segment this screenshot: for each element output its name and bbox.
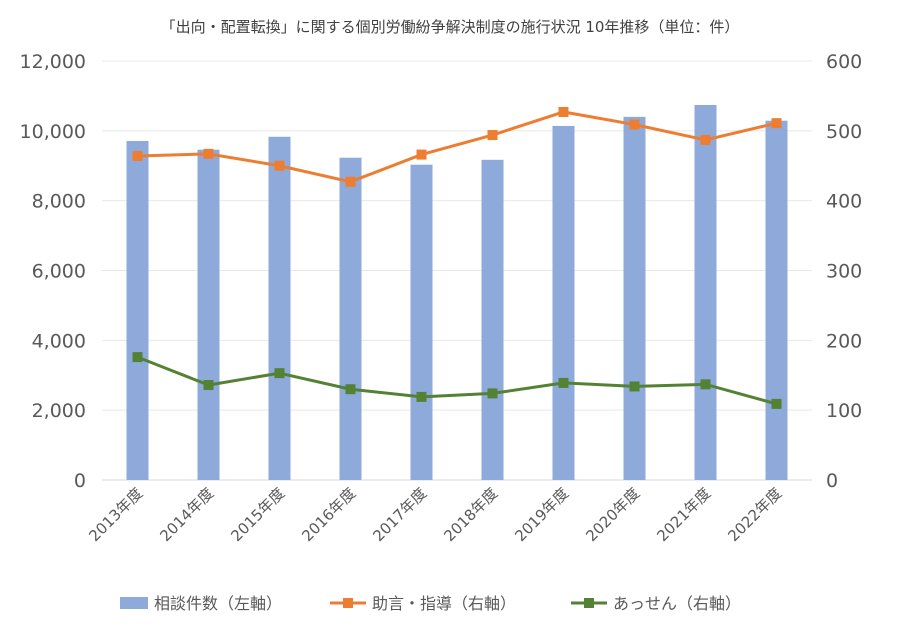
x-tick-label: 2016年度 xyxy=(298,484,359,545)
data-point xyxy=(132,150,143,161)
legend-label: 助言・指導（右軸） xyxy=(372,594,516,613)
x-tick-label: 2017年度 xyxy=(369,484,430,545)
x-tick-label: 2013年度 xyxy=(85,484,146,545)
bar xyxy=(694,104,717,481)
right-tick-label: 400 xyxy=(826,191,862,213)
bar xyxy=(765,120,788,481)
bar xyxy=(481,159,504,481)
bar xyxy=(197,149,220,480)
left-tick-label: 8,000 xyxy=(32,191,86,213)
right-tick-label: 100 xyxy=(826,400,862,422)
bar xyxy=(552,125,575,480)
right-tick-label: 600 xyxy=(826,51,862,73)
data-point xyxy=(771,118,782,129)
bar xyxy=(339,157,362,480)
right-tick-label: 500 xyxy=(826,121,862,143)
data-point xyxy=(700,134,711,145)
legend-label: 相談件数（左軸） xyxy=(154,594,282,613)
x-tick-label: 2014年度 xyxy=(156,484,217,545)
x-tick-label: 2018年度 xyxy=(440,484,501,545)
series-line xyxy=(136,355,777,406)
right-tick-label: 0 xyxy=(826,470,838,492)
bar xyxy=(623,116,646,480)
legend-swatch xyxy=(120,597,148,609)
left-tick-label: 2,000 xyxy=(32,400,86,422)
x-tick-label: 2022年度 xyxy=(724,484,785,545)
data-point xyxy=(700,379,711,390)
left-tick-label: 12,000 xyxy=(20,51,86,73)
left-tick-label: 6,000 xyxy=(32,261,86,283)
x-tick-label: 2021年度 xyxy=(653,484,714,545)
data-point xyxy=(487,130,498,141)
data-point xyxy=(771,398,782,409)
data-point xyxy=(203,380,214,391)
data-point xyxy=(416,149,427,160)
data-point xyxy=(558,377,569,388)
data-point xyxy=(558,106,569,117)
chart-title: 「出向・配置転換」に関する個別労働紛争解決制度の施行状況 10年推移（単位：件） xyxy=(161,18,740,36)
data-point xyxy=(629,119,640,130)
x-tick-label: 2020年度 xyxy=(582,484,643,545)
x-tick-label: 2015年度 xyxy=(227,484,288,545)
data-point xyxy=(416,391,427,402)
data-point xyxy=(345,384,356,395)
data-point xyxy=(274,160,285,171)
data-point xyxy=(629,381,640,392)
series-line xyxy=(137,110,777,184)
bar xyxy=(126,140,149,480)
data-point xyxy=(203,148,214,159)
left-tick-label: 4,000 xyxy=(32,330,86,352)
data-point xyxy=(132,352,143,363)
data-point xyxy=(274,368,285,379)
right-tick-label: 200 xyxy=(826,330,862,352)
x-tick-label: 2019年度 xyxy=(511,484,572,545)
bar xyxy=(268,136,291,480)
left-tick-label: 10,000 xyxy=(20,121,86,143)
legend-marker xyxy=(584,598,594,608)
data-point xyxy=(487,388,498,399)
right-tick-label: 300 xyxy=(826,261,862,283)
data-point xyxy=(345,176,356,187)
left-tick-label: 0 xyxy=(74,470,86,492)
legend-marker xyxy=(343,598,353,608)
bar xyxy=(410,164,433,480)
legend-label: あっせん（右軸） xyxy=(613,594,741,613)
